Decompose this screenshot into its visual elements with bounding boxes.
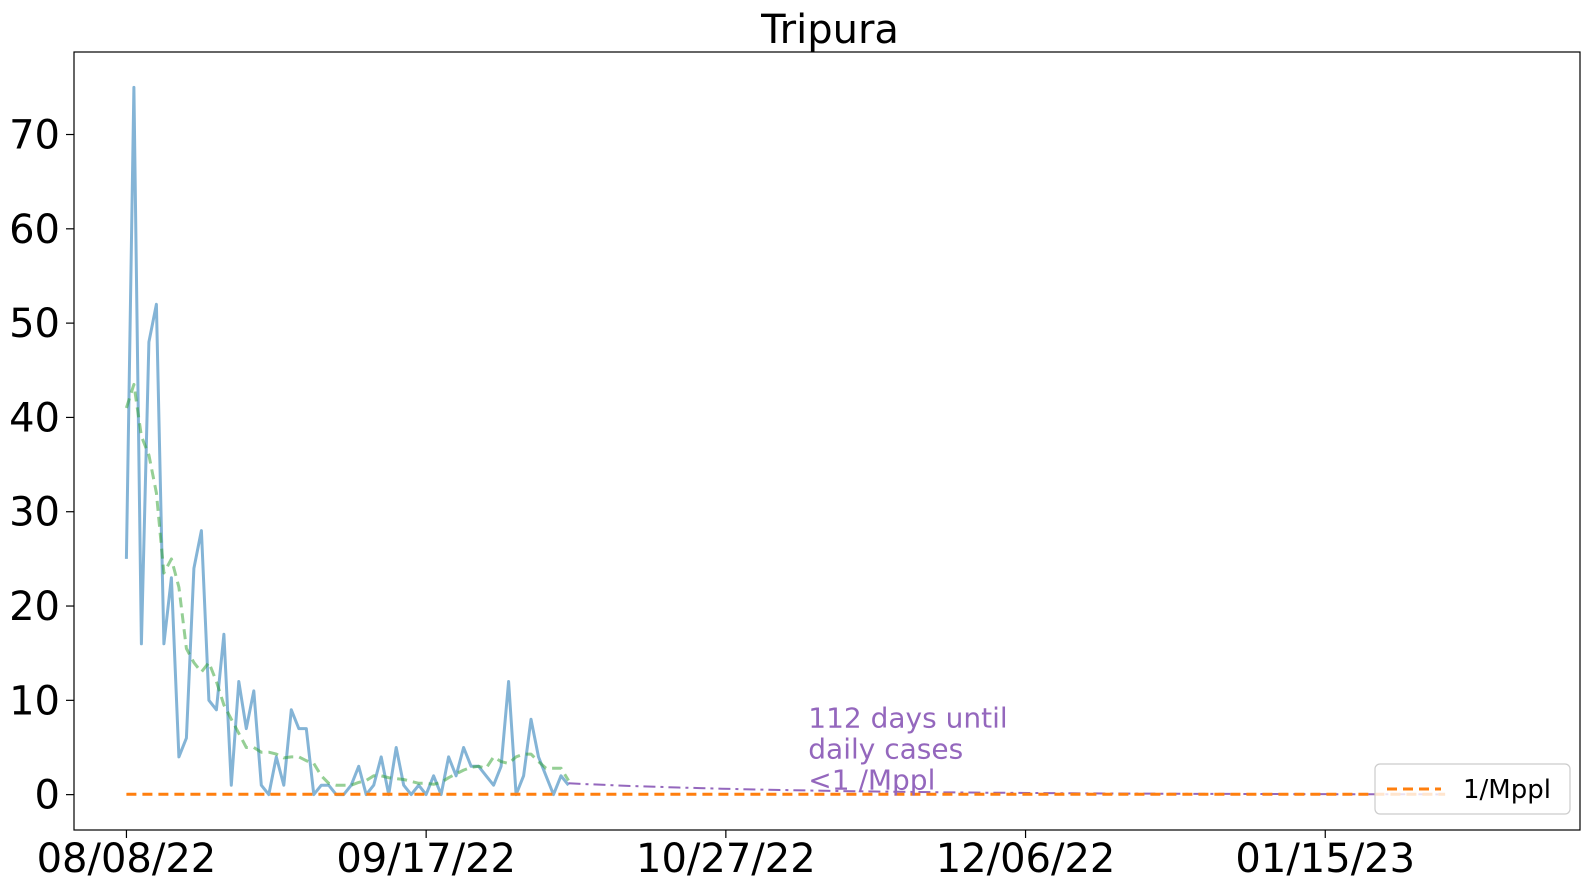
y-tick-label: 20 <box>9 584 60 630</box>
chart-title: Tripura <box>760 7 899 53</box>
y-tick-label: 40 <box>9 395 60 441</box>
y-tick-label: 70 <box>9 113 60 159</box>
y-tick-label: 10 <box>9 678 60 724</box>
x-axis: 08/08/22 09/17/22 10/27/22 12/06/22 01/15/23 <box>37 830 1415 882</box>
plot-frame <box>73 51 1581 831</box>
annotation-line: 112 days until <box>808 701 1007 734</box>
x-tick-label: 01/15/23 <box>1235 836 1415 882</box>
legend: 1/Mppl <box>1374 763 1571 815</box>
legend-box <box>1374 763 1571 815</box>
y-tick-label: 50 <box>9 301 60 347</box>
x-tick-label: 12/06/22 <box>936 836 1116 882</box>
legend-label: 1/Mppl <box>1463 775 1551 805</box>
plot-area <box>73 51 1581 831</box>
y-tick-label: 60 <box>9 207 60 253</box>
x-tick-label: 09/17/22 <box>336 836 516 882</box>
x-tick-label: 10/27/22 <box>636 836 816 882</box>
annotation-line: <1 /Mppl <box>808 763 935 796</box>
series-daily-line <box>124 85 570 797</box>
annotation-line: daily cases <box>808 732 963 765</box>
y-tick-label: 30 <box>9 490 60 536</box>
y-axis: 0 10 20 30 40 50 60 70 <box>9 113 74 819</box>
x-tick-label: 08/08/22 <box>37 836 217 882</box>
y-tick-label: 0 <box>35 773 60 819</box>
